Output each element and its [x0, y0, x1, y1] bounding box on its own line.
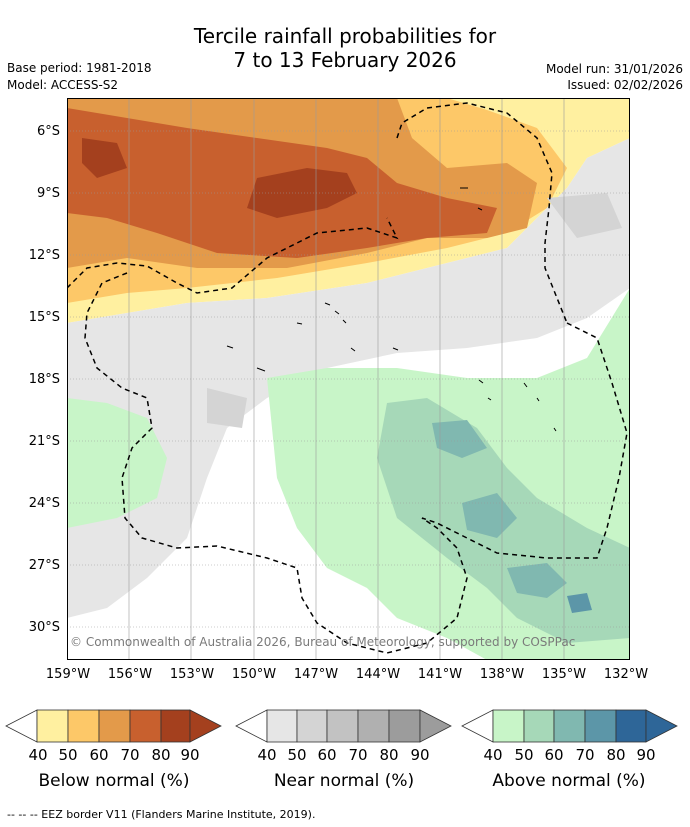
- title-line-2: 7 to 13 February 2026: [233, 48, 457, 72]
- lat-label-12s: 12°S: [28, 248, 60, 263]
- lon-label-132w: 132°W: [603, 667, 649, 682]
- eez-border-west: [84, 272, 468, 654]
- colorbar-near: [235, 709, 452, 743]
- above-tick-50: 50: [514, 746, 534, 764]
- lat-label-21s: 21°S: [28, 434, 60, 449]
- issued-date: Issued: 02/02/2026: [567, 78, 683, 92]
- grid-lines: [67, 98, 630, 660]
- above-40-west: [67, 398, 167, 528]
- lon-label-147w: 147°W: [293, 667, 339, 682]
- above-tick-60: 60: [544, 746, 564, 764]
- title-line-1: Tercile rainfall probabilities for: [193, 24, 497, 48]
- lon-label-141w: 141°W: [417, 667, 463, 682]
- above-60-region: [432, 420, 567, 598]
- near-swatch-50: [296, 709, 328, 743]
- model-name: Model: ACCESS-S2: [7, 78, 119, 92]
- map-svg: © Commonwealth of Australia 2026, Bureau…: [67, 98, 630, 660]
- lat-label-24s: 24°S: [28, 496, 60, 511]
- above-swatch-80: [615, 709, 647, 743]
- near-50-patch-1: [207, 388, 247, 428]
- below-swatch-40: [36, 709, 69, 743]
- below-tick-50: 50: [58, 746, 78, 764]
- colorbars: [5, 709, 678, 743]
- lon-label-159w: 159°W: [45, 667, 91, 682]
- colorbar-below: [5, 709, 222, 743]
- below-arrow-left: [5, 709, 38, 743]
- above-normal-title: Above normal (%): [492, 771, 646, 791]
- near-tick-70: 70: [348, 746, 368, 764]
- lat-label-15s: 15°S: [28, 310, 60, 325]
- eez-footnote: -- -- -- EEZ border V11 (Flanders Marine…: [7, 808, 316, 821]
- below-tick-60: 60: [89, 746, 109, 764]
- above-tick-80: 80: [606, 746, 626, 764]
- lon-label-144w: 144°W: [355, 667, 401, 682]
- near-arrow-right: [419, 709, 452, 743]
- below-tick-90: 90: [180, 746, 200, 764]
- below-swatch-60: [98, 709, 131, 743]
- near-40-region: [67, 138, 630, 618]
- lat-label-9s: 9°S: [36, 186, 60, 201]
- near-swatch-40: [266, 709, 298, 743]
- near-tick-50: 50: [287, 746, 307, 764]
- above-swatch-50: [523, 709, 555, 743]
- below-swatch-70: [129, 709, 162, 743]
- near-swatch-70: [357, 709, 390, 743]
- above-tick-90: 90: [636, 746, 656, 764]
- base-period: Base period: 1981-2018: [7, 61, 152, 75]
- near-arrow-left: [235, 709, 268, 743]
- below-normal-title: Below normal (%): [38, 771, 190, 791]
- lon-label-156w: 156°W: [107, 667, 153, 682]
- lon-label-153w: 153°W: [169, 667, 215, 682]
- eez-border-tuamotu: [421, 322, 628, 559]
- lon-label-150w: 150°W: [231, 667, 277, 682]
- rainfall-probability-map: © Commonwealth of Australia 2026, Bureau…: [67, 98, 630, 660]
- lon-label-138w: 138°W: [479, 667, 525, 682]
- lon-label-135w: 135°W: [541, 667, 587, 682]
- near-50-patch-2: [547, 193, 622, 238]
- above-swatch-40: [492, 709, 525, 743]
- near-tick-40: 40: [257, 746, 277, 764]
- above-swatch-60: [553, 709, 586, 743]
- below-arrow-right: [189, 709, 222, 743]
- copyright-text: © Commonwealth of Australia 2026, Bureau…: [70, 635, 575, 649]
- near-tick-80: 80: [379, 746, 399, 764]
- lat-label-30s: 30°S: [28, 620, 60, 635]
- above-70-patch: [567, 593, 592, 613]
- below-swatch-50: [67, 709, 100, 743]
- below-tick-70: 70: [120, 746, 140, 764]
- island-marks: [226, 187, 557, 432]
- above-tick-70: 70: [575, 746, 595, 764]
- eez-border-marquesas: [396, 102, 568, 324]
- eez-borders: [67, 102, 628, 654]
- map-frame: [67, 98, 630, 660]
- near-normal-title: Near normal (%): [273, 771, 415, 791]
- lat-label-18s: 18°S: [28, 372, 60, 387]
- near-swatch-80: [388, 709, 421, 743]
- model-run: Model run: 31/01/2026: [545, 62, 683, 76]
- lat-label-6s: 6°S: [36, 124, 60, 139]
- near-swatch-60: [326, 709, 359, 743]
- above-arrow-right: [645, 709, 678, 743]
- lat-label-27s: 27°S: [28, 558, 60, 573]
- above-swatch-70: [584, 709, 617, 743]
- islands: [226, 187, 557, 432]
- colorbar-above: [461, 709, 678, 743]
- above-tick-40: 40: [483, 746, 503, 764]
- below-tick-80: 80: [151, 746, 171, 764]
- eez-border-cook: [67, 217, 399, 294]
- below-80-region: [82, 138, 357, 218]
- near-tick-60: 60: [317, 746, 337, 764]
- below-swatch-80: [160, 709, 191, 743]
- near-tick-90: 90: [410, 746, 430, 764]
- below-tick-40: 40: [28, 746, 48, 764]
- above-arrow-left: [461, 709, 494, 743]
